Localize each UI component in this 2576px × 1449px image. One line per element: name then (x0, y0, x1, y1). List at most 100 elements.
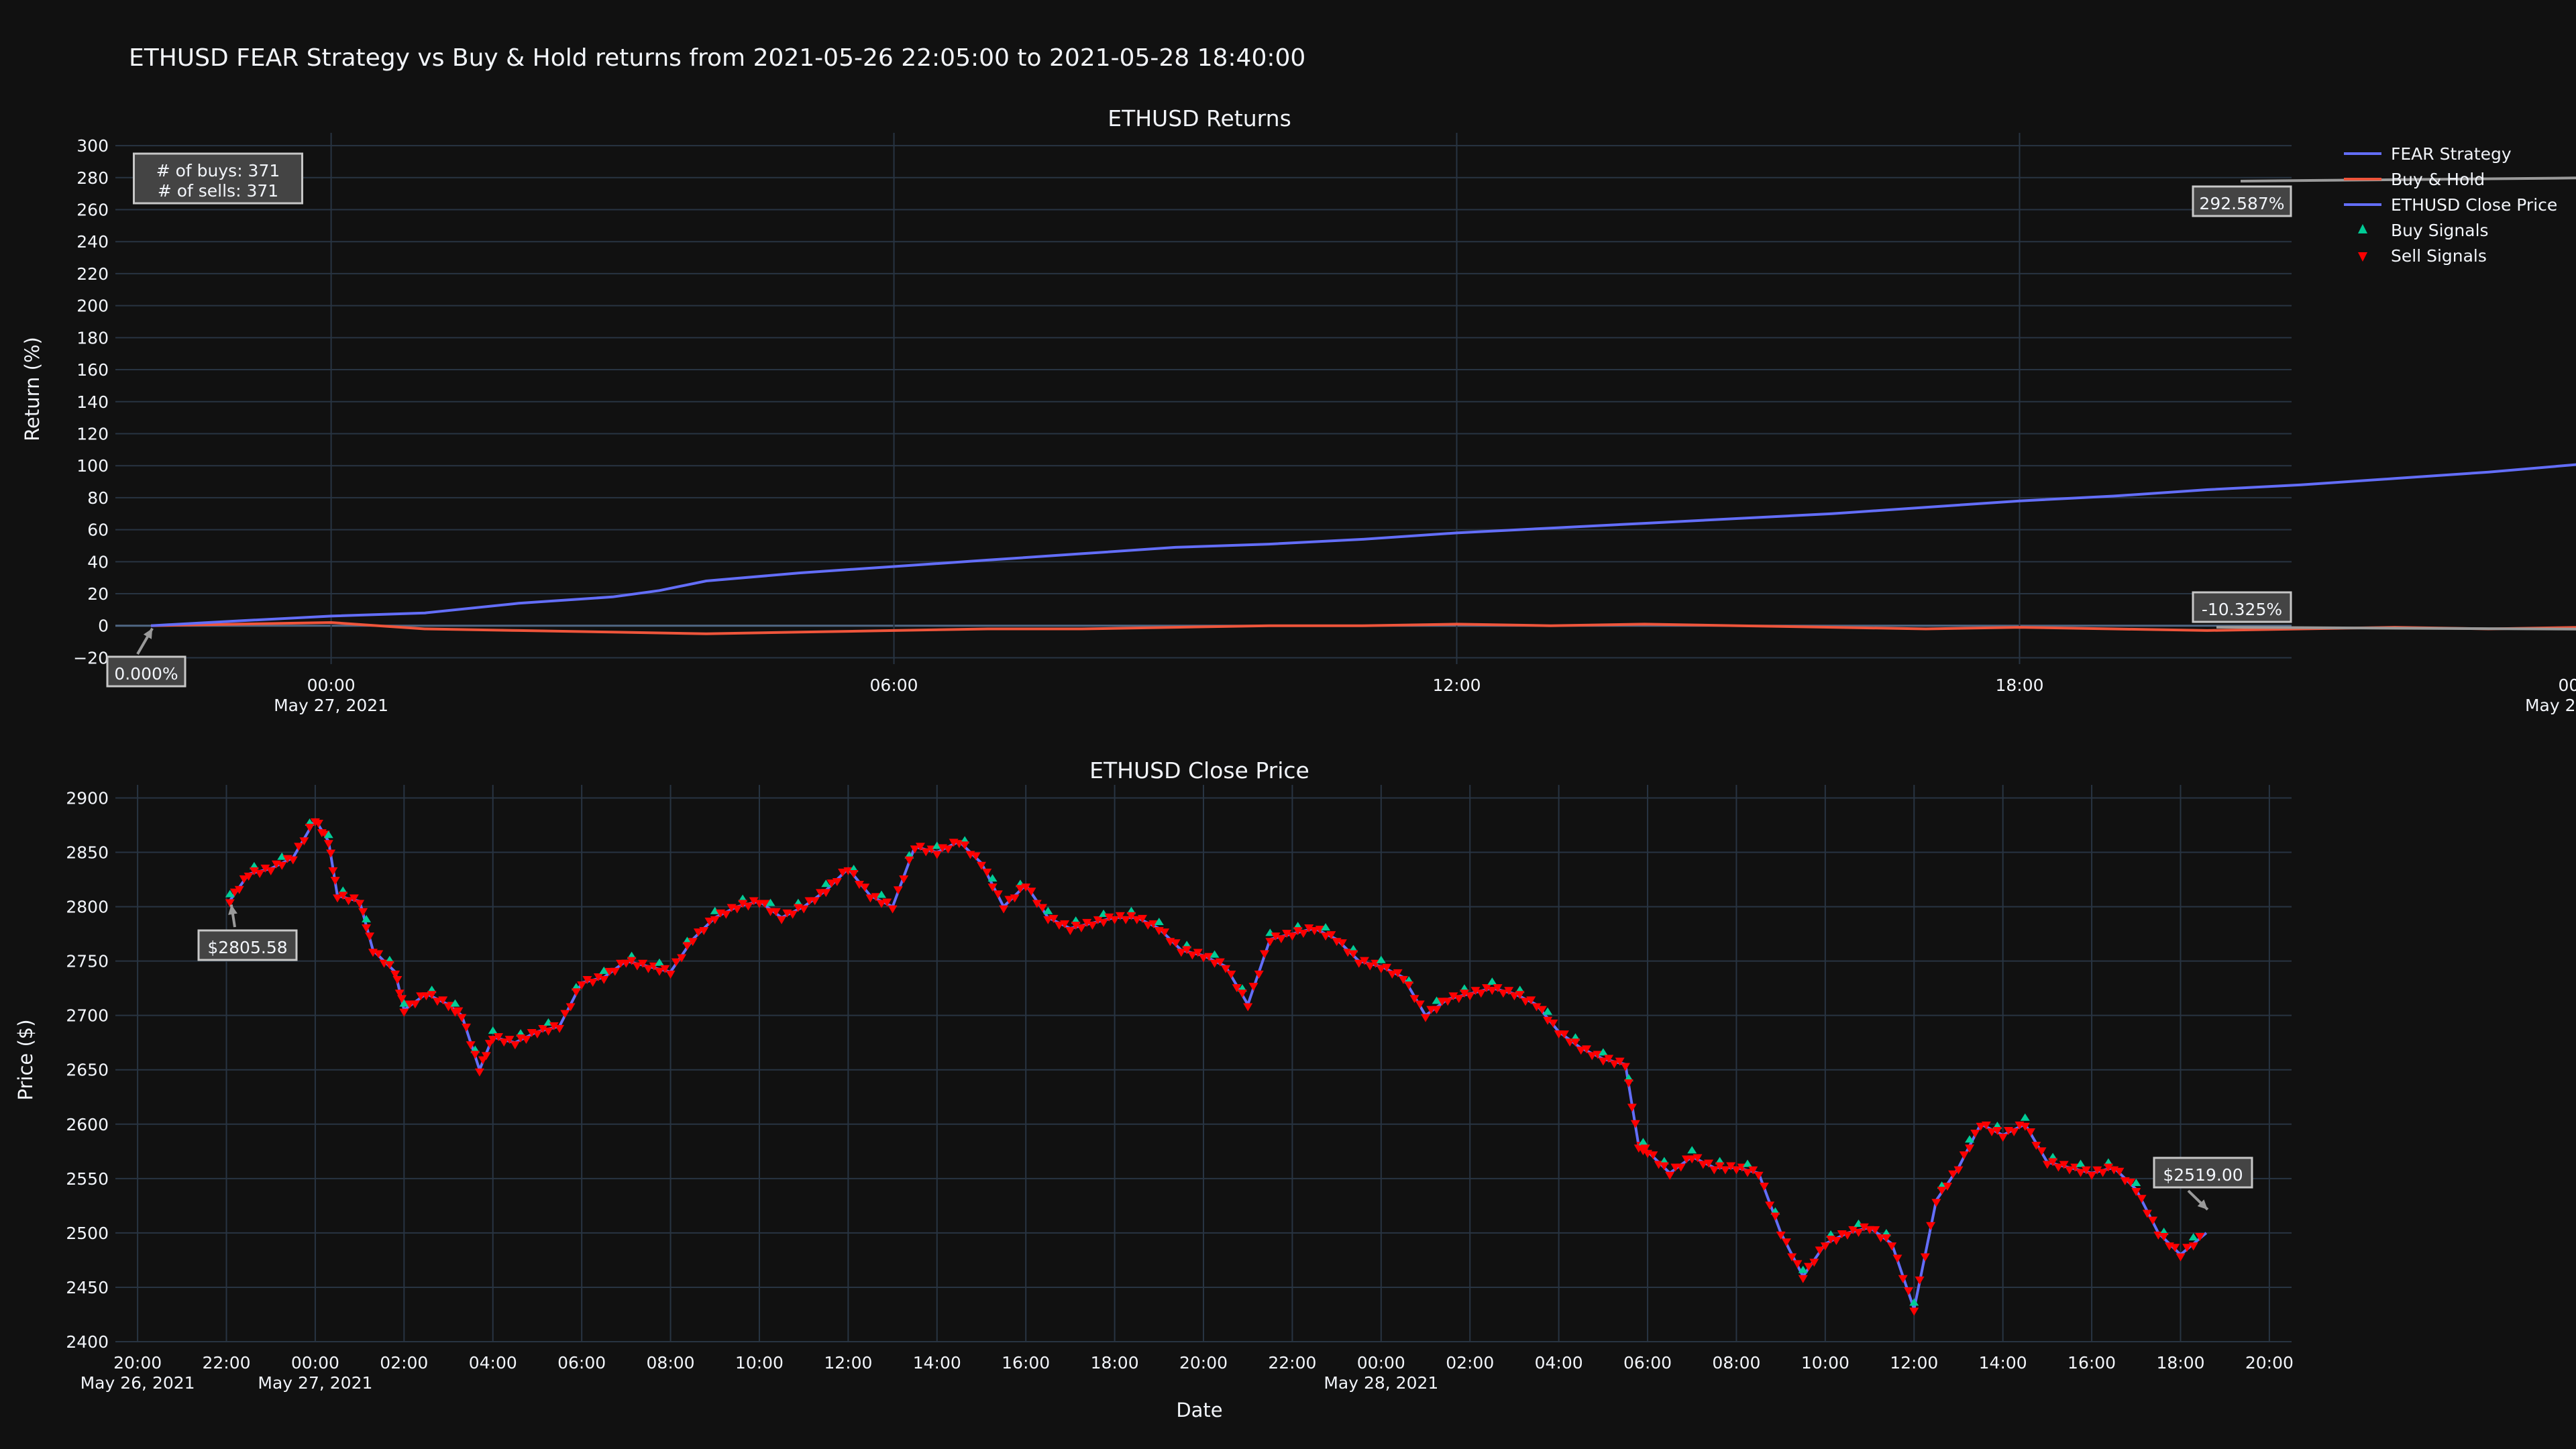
sell-signal (239, 875, 249, 883)
sell-signal (1060, 920, 1070, 928)
sell-signal (504, 1036, 515, 1044)
sell-signal (438, 996, 448, 1005)
sell-signal (704, 917, 714, 926)
sell-signal (1815, 1246, 1825, 1255)
sell-signal (2103, 1163, 2113, 1172)
sell-signal (1421, 1014, 1431, 1022)
sell-signal (1787, 1253, 1797, 1262)
sell-signal (1776, 1231, 1786, 1240)
sell-signal (1509, 992, 1519, 1001)
sell-signal (1171, 939, 1181, 948)
sell-signal (328, 867, 338, 875)
trade-count-annotation-box (133, 152, 303, 205)
sell-signal (1110, 916, 1120, 924)
sell-signal (1676, 1163, 1686, 1172)
sell-signal (1232, 984, 1242, 993)
start-annotation: 0.000% (106, 655, 186, 688)
price-ytick-label: 2450 (66, 1278, 109, 1297)
sell-signal (932, 851, 942, 859)
sell-signal (1498, 989, 1508, 998)
sell-signal (843, 867, 853, 875)
sell-signal (632, 962, 642, 971)
sell-signal (2195, 1232, 2205, 1241)
price-xtick-label: 08:00 (1712, 1353, 1760, 1373)
sell-signal (2037, 1147, 2047, 1156)
sell-signal (2098, 1169, 2108, 1177)
sell-signal (1992, 1126, 2002, 1135)
sell-signal (671, 958, 681, 967)
trade-count-annotation: # of buys: 371# of sells: 371 (133, 152, 303, 205)
price-title: ETHUSD Close Price (1089, 757, 1309, 784)
sell-signal (655, 967, 664, 976)
sell-signal (234, 885, 244, 894)
price-xtick-label: 22:00 (1268, 1353, 1316, 1373)
sell-signal (1526, 996, 1536, 1005)
sell-signal (1409, 995, 1419, 1004)
sell-signal (1215, 958, 1225, 967)
sell-signal (1487, 987, 1497, 996)
sell-signal (1848, 1226, 1858, 1234)
sell-signal (358, 908, 368, 916)
start-annotation-box (106, 655, 186, 688)
buy-signal (1432, 996, 1442, 1004)
sell-signal (397, 995, 407, 1004)
sell-signal (1998, 1133, 2008, 1142)
sell-signal (1448, 992, 1458, 1001)
sell-signal (1765, 1201, 1775, 1210)
buy-signal (2020, 1113, 2030, 1121)
sell-signal (1265, 938, 1275, 947)
returns-series (150, 463, 2576, 635)
sell-signal (1687, 1155, 1697, 1164)
buy-signal (1487, 977, 1497, 985)
price-xtick-label: 20:00 (2245, 1353, 2294, 1373)
price-end-annotation: $2519.00 (2153, 1157, 2253, 1189)
sell-signal (266, 867, 276, 875)
returns-ytick-label: 300 (76, 136, 109, 156)
bh-end-annotation-text: -10.325% (2202, 600, 2282, 619)
sell-signal (1987, 1128, 1997, 1136)
price-ytick-label: 2750 (66, 952, 109, 971)
sell-signal (1076, 924, 1086, 932)
sell-signal (1937, 1187, 1947, 1195)
sell-signal (1226, 970, 1236, 979)
sell-signal (1593, 1051, 1603, 1059)
sell-signal (1781, 1238, 1791, 1247)
price-xtick-label: 00:00 (1357, 1353, 1405, 1373)
sell-signal (374, 950, 384, 959)
sell-signal (2188, 1242, 2198, 1251)
buy-hold-line (151, 621, 2576, 635)
buy-signal (1043, 906, 1053, 914)
price-grid (115, 785, 2292, 1342)
legend-sell-swatch (2358, 252, 2367, 262)
sell-signal (1287, 932, 1297, 941)
sell-signal (1393, 969, 1403, 977)
sell-signal (1959, 1151, 1969, 1160)
sell-signal (976, 861, 986, 870)
sell-signal (2126, 1178, 2136, 1187)
returns-ytick-label: 40 (87, 552, 109, 572)
legend-label: FEAR Strategy (2391, 144, 2512, 164)
sell-signal (1415, 1000, 1425, 1009)
sell-signal (1720, 1166, 1730, 1175)
buy-signal (2131, 1179, 2141, 1187)
buy-signal (987, 874, 998, 882)
price-xtick-label: 20:00 (1179, 1353, 1228, 1373)
price-ytick-label: 2800 (66, 898, 109, 917)
sell-signal (749, 897, 759, 906)
returns-ytick-label: 120 (76, 424, 109, 443)
price-ytick-label: 2850 (66, 843, 109, 863)
sell-signal (810, 897, 820, 906)
sell-signal (1199, 954, 1208, 963)
sell-signal (277, 861, 287, 870)
returns-ytick-label: 280 (76, 168, 109, 188)
returns-xtick-label: 00:00 (307, 676, 356, 695)
sell-signal (1432, 1006, 1442, 1014)
bh-end-arrow-line (2216, 626, 2576, 631)
sell-signal (1271, 932, 1281, 941)
sell-signal (1953, 1166, 1964, 1175)
trade-count-annotation-text: # of sells: 371 (158, 181, 278, 201)
sell-signal (1931, 1199, 1941, 1208)
price-xtick-label: 02:00 (380, 1353, 428, 1373)
sell-signal (1798, 1275, 1808, 1283)
sell-signal (1387, 970, 1397, 979)
